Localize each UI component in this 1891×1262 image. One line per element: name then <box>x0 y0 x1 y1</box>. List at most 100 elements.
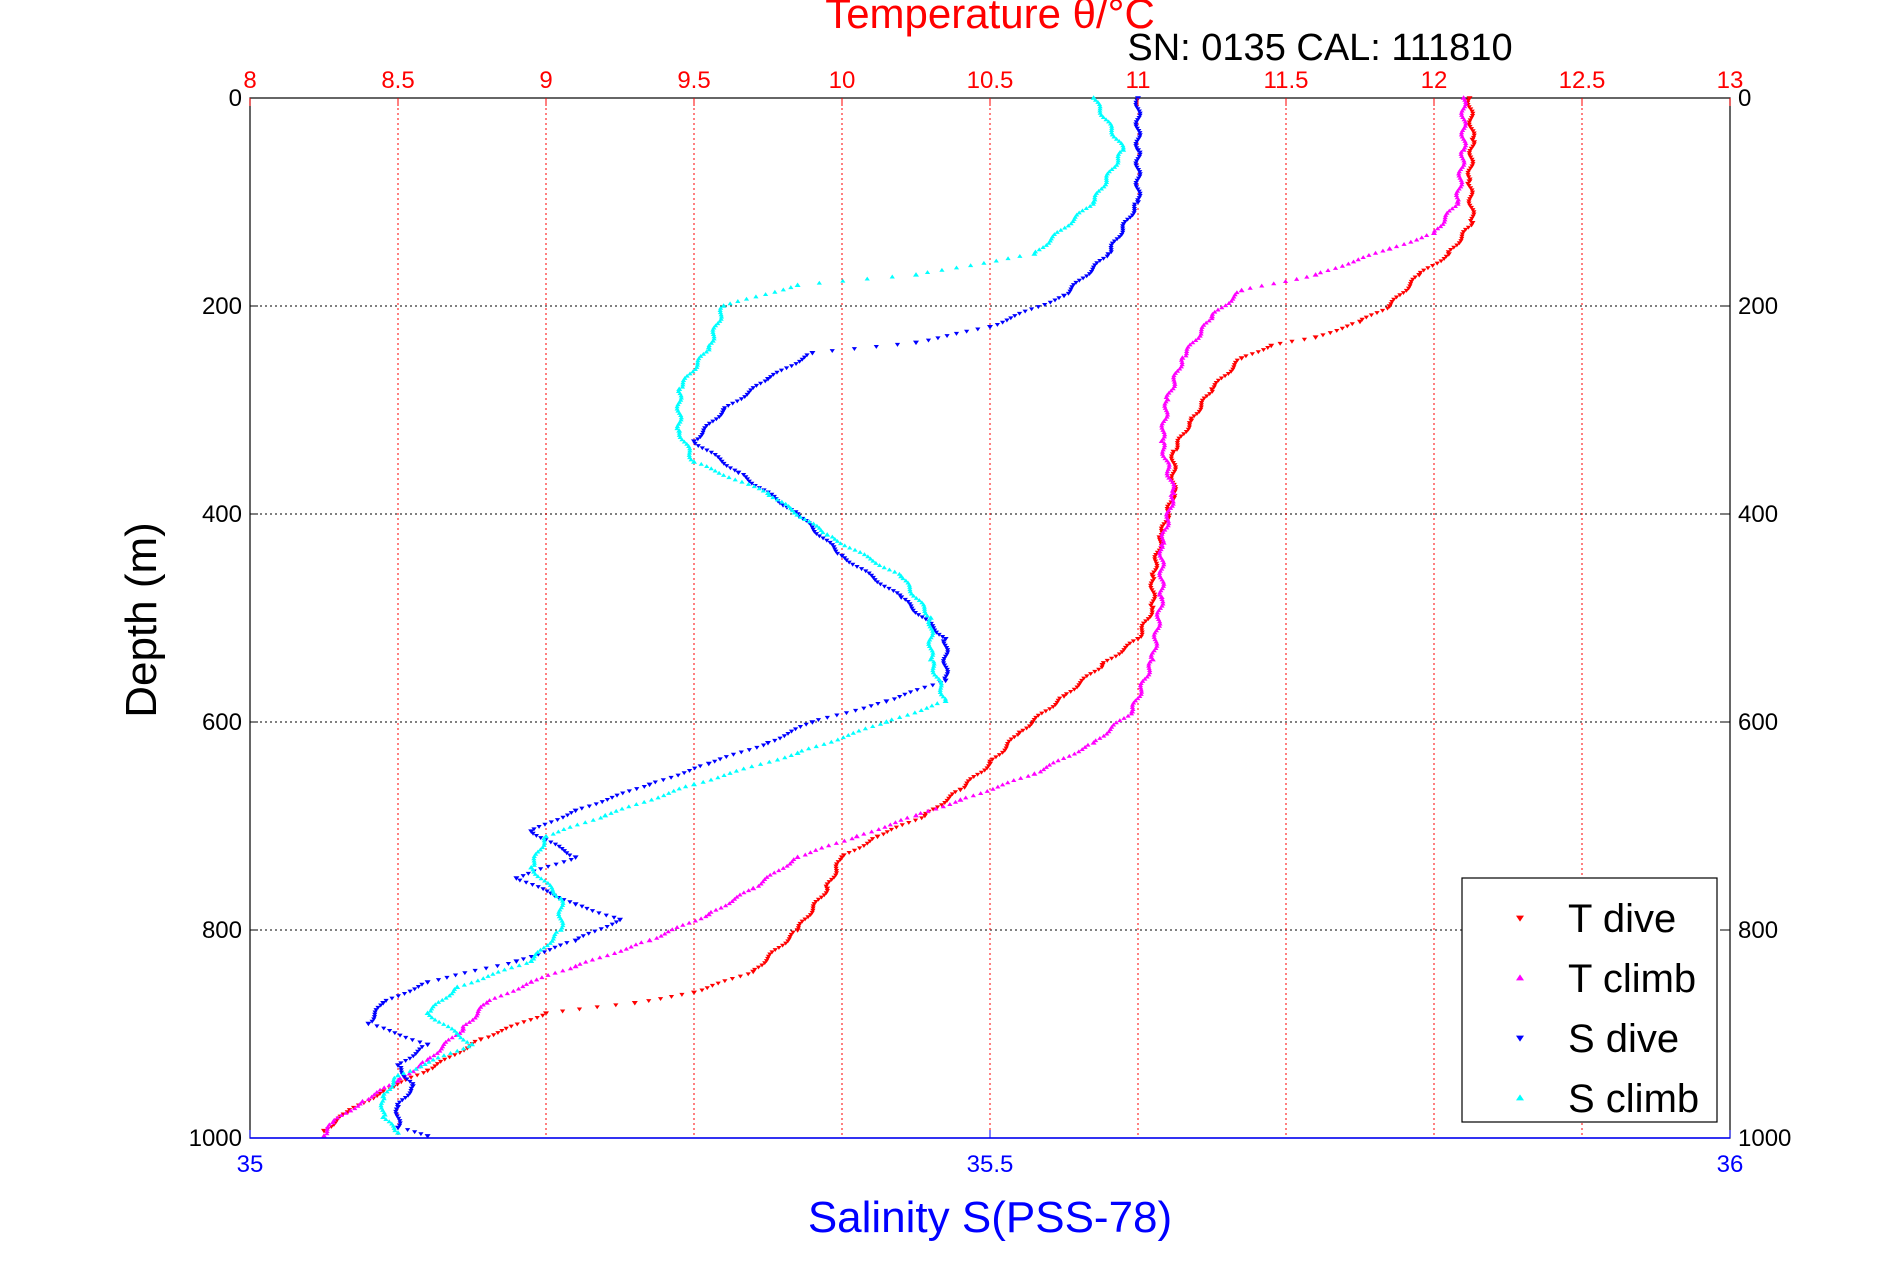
data-point <box>810 521 817 526</box>
data-point <box>396 1100 403 1105</box>
data-point <box>1092 97 1099 102</box>
data-point <box>1170 386 1176 391</box>
data-point <box>1161 522 1167 527</box>
data-point <box>1166 502 1172 507</box>
data-point <box>1172 381 1178 386</box>
data-point <box>324 1131 330 1136</box>
data-point <box>941 656 947 661</box>
data-point <box>378 1003 384 1008</box>
data-point <box>705 761 712 767</box>
data-point <box>712 453 718 457</box>
data-point <box>530 831 536 836</box>
data-point <box>1041 767 1047 772</box>
data-point <box>1234 290 1240 295</box>
data-point <box>786 503 792 508</box>
data-point <box>395 1125 401 1131</box>
data-point <box>576 1007 583 1012</box>
data-point <box>776 868 782 873</box>
data-point <box>1198 403 1204 408</box>
data-point <box>924 705 930 710</box>
x-top-tick-label: 9 <box>539 67 552 94</box>
data-point <box>652 780 658 785</box>
data-point <box>1368 313 1374 318</box>
data-point <box>1135 637 1141 642</box>
data-point <box>680 382 686 387</box>
data-point <box>1255 350 1261 355</box>
data-point <box>1054 700 1060 705</box>
data-point <box>1162 456 1168 461</box>
data-point <box>380 1001 387 1006</box>
data-point <box>1076 683 1082 688</box>
data-point <box>1035 305 1041 310</box>
data-point <box>419 1059 426 1064</box>
data-point <box>1153 568 1159 573</box>
data-point <box>1434 261 1440 266</box>
data-point <box>604 798 610 802</box>
data-point <box>1442 215 1448 220</box>
data-point <box>1467 186 1474 191</box>
data-point <box>1133 144 1139 149</box>
data-point <box>745 481 752 486</box>
data-point <box>553 862 559 867</box>
data-point <box>1466 151 1472 156</box>
data-point <box>942 643 948 648</box>
data-point <box>942 698 949 703</box>
data-point <box>1359 317 1365 322</box>
data-point <box>446 1055 453 1060</box>
data-point <box>1160 538 1166 543</box>
data-point <box>881 584 888 589</box>
data-point <box>753 294 759 299</box>
data-point <box>466 1044 472 1049</box>
data-point <box>691 990 697 996</box>
data-point <box>391 1126 397 1130</box>
data-point <box>1312 335 1319 340</box>
data-point <box>375 1005 381 1010</box>
data-point <box>1151 632 1157 637</box>
data-point <box>1154 610 1161 615</box>
data-point <box>889 717 895 722</box>
data-point <box>774 370 780 375</box>
data-point <box>706 347 712 352</box>
y-tick-label: 800 <box>202 917 242 944</box>
data-point <box>1000 320 1006 325</box>
data-point <box>1149 608 1155 613</box>
data-point <box>1137 174 1143 179</box>
data-point <box>1161 562 1167 567</box>
data-point <box>680 380 686 385</box>
data-point <box>930 628 936 633</box>
data-point <box>1148 583 1154 588</box>
data-point <box>633 802 639 807</box>
data-point <box>408 1089 414 1093</box>
data-point <box>1042 302 1048 307</box>
data-point <box>907 585 913 589</box>
data-point <box>774 497 781 502</box>
data-point <box>809 525 815 530</box>
data-point <box>1468 155 1474 160</box>
data-point <box>1127 641 1133 646</box>
data-point <box>1135 137 1141 142</box>
data-point <box>1468 194 1474 199</box>
data-point <box>1459 108 1465 113</box>
y-tick-label: 600 <box>202 709 242 736</box>
data-point <box>1136 109 1142 114</box>
data-point <box>485 1035 492 1040</box>
data-point <box>769 950 775 955</box>
data-point <box>755 883 762 888</box>
data-point <box>933 806 939 811</box>
data-point <box>834 862 840 867</box>
data-point <box>567 966 574 971</box>
data-point <box>824 538 830 543</box>
data-point <box>762 961 768 966</box>
data-point <box>749 764 755 769</box>
data-point <box>850 730 856 735</box>
data-point <box>1238 287 1245 293</box>
data-point <box>1355 257 1361 262</box>
data-point <box>1174 447 1180 452</box>
data-point <box>1431 228 1438 233</box>
data-point <box>1366 252 1372 257</box>
data-point <box>772 738 778 743</box>
data-point <box>1157 549 1163 554</box>
data-point <box>443 1039 449 1044</box>
data-point <box>538 876 544 881</box>
data-point <box>402 1095 409 1100</box>
